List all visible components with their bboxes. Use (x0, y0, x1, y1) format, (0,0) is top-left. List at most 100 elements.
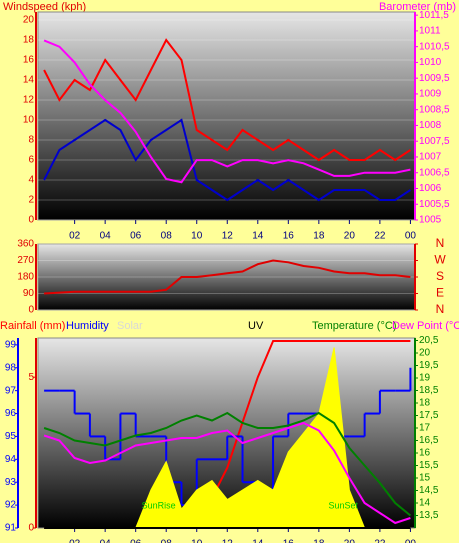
y2-tick-label: 16 (419, 448, 431, 459)
annotation: SunRise (142, 500, 176, 510)
y2-tick-label: 18,5 (419, 385, 439, 396)
y-tick-label: 93 (5, 477, 17, 488)
y2-tick-label: 20,5 (419, 335, 439, 346)
y2-tick-label: S (436, 269, 444, 283)
series-line (43, 421, 411, 525)
y2-tick-label: 1007 (419, 152, 442, 163)
x-tick-label: 10 (191, 539, 203, 543)
y-tick-label: 16 (23, 55, 35, 66)
y2-tick-label: 19,5 (419, 360, 439, 371)
y-tick-label: 0 (28, 215, 34, 226)
x-tick-label: 08 (161, 539, 173, 543)
y2-tick-label: 16,5 (419, 435, 439, 446)
y2-tick-label: 1005 (419, 215, 442, 226)
y-tick-label: 4 (28, 175, 34, 186)
y2-tick-label: 1010,5 (419, 41, 450, 52)
y2-tick-label: 14,5 (419, 485, 439, 496)
plot-background (37, 243, 416, 311)
y-tick-label: 92 (5, 500, 17, 511)
barometer-label: Barometer (mb) (379, 1, 456, 13)
legend-entry: UV (248, 320, 264, 332)
y2-tick-label: 1008,5 (419, 104, 450, 115)
x-tick-label: 08 (161, 231, 173, 242)
y2-tick-label: 1011,5 (419, 10, 449, 21)
series-line (43, 118, 411, 202)
x-tick-label: 14 (252, 231, 264, 242)
y4-tick-label: 5 (28, 372, 34, 383)
y2-tick-label: 1008 (419, 120, 442, 131)
y-tick-label: 2 (28, 195, 34, 206)
series-line (44, 259, 411, 295)
x-tick-label: 12 (222, 231, 234, 242)
y2-tick-label: 18 (419, 398, 431, 409)
y4-tick-label: 0 (28, 523, 34, 534)
y-tick-label: 360 (17, 239, 34, 250)
y2-tick-label: 1006 (419, 183, 442, 194)
y-tick-label: 0 (28, 305, 34, 316)
x-tick-label: 00 (405, 539, 417, 543)
y-tick-label: 14 (23, 75, 35, 86)
y2-tick-label: E (436, 286, 444, 300)
x-tick-label: 06 (130, 231, 142, 242)
x-tick-label: 02 (69, 539, 81, 543)
x-tick-label: 20 (344, 539, 356, 543)
series-line (43, 39, 411, 184)
y-tick-label: 180 (17, 272, 34, 283)
legend-entry: Solar (117, 320, 143, 332)
y-tick-label: 12 (23, 95, 35, 106)
y-tick-label: 97 (5, 385, 17, 396)
y2-tick-label: 1005,5 (419, 199, 450, 210)
y-tick-label: 10 (23, 115, 35, 126)
y-tick-label: 91 (5, 523, 17, 534)
y2-tick-label: 13,5 (419, 510, 439, 521)
series-line (43, 38, 411, 162)
series-line (43, 411, 412, 517)
legend-entry: Temperature (°C) (312, 320, 396, 332)
y2-tick-label: 19 (419, 373, 431, 384)
y2-tick-label: 17,5 (419, 410, 439, 421)
legend-entry: Dew Point (°C) (392, 320, 459, 332)
y2-tick-label: 15 (419, 473, 431, 484)
y2-tick-label: W (434, 253, 446, 267)
x-tick-label: 16 (283, 539, 295, 543)
y2-tick-label: 1009 (419, 89, 442, 100)
y2-tick-label: 1009,5 (419, 73, 450, 84)
y-tick-label: 18 (23, 35, 35, 46)
x-tick-label: 20 (344, 231, 356, 242)
y-tick-label: 98 (5, 362, 17, 373)
y-tick-label: 20 (23, 15, 35, 26)
y2-tick-label: 1007,5 (419, 136, 450, 147)
x-tick-label: 22 (374, 231, 386, 242)
x-tick-label: 10 (191, 231, 203, 242)
legend-entry: Humidity (66, 320, 109, 332)
y-tick-label: 270 (17, 255, 34, 266)
y-tick-label: 95 (5, 431, 17, 442)
y2-tick-label: 1006,5 (419, 167, 450, 178)
windspeed-label: Windspeed (kph) (3, 1, 86, 13)
y2-tick-label: 17 (419, 423, 431, 434)
x-tick-label: 06 (130, 539, 142, 543)
x-tick-label: 18 (313, 539, 325, 543)
x-tick-label: 02 (69, 231, 81, 242)
legend-entry: Rainfall (mm) (0, 320, 65, 332)
x-tick-label: 04 (100, 539, 112, 543)
y2-tick-label: 20 (419, 348, 431, 359)
y2-tick-label: N (436, 302, 445, 316)
y-tick-label: 6 (28, 155, 34, 166)
x-tick-label: 12 (222, 539, 234, 543)
x-tick-label: 04 (100, 231, 112, 242)
annotation: SunSet (328, 500, 358, 510)
x-tick-label: 22 (374, 539, 386, 543)
y2-tick-label: 15,5 (419, 460, 439, 471)
plot-background (37, 11, 416, 221)
y-tick-label: 94 (5, 454, 17, 465)
y2-tick-label: N (436, 236, 445, 250)
x-tick-label: 18 (313, 231, 325, 242)
y2-tick-label: 14 (419, 498, 431, 509)
y2-tick-label: 1010 (419, 57, 442, 68)
y-tick-label: 8 (28, 135, 34, 146)
y2-tick-label: 1011 (419, 26, 441, 37)
y-tick-label: 99 (5, 340, 17, 351)
y-tick-label: 90 (23, 288, 35, 299)
